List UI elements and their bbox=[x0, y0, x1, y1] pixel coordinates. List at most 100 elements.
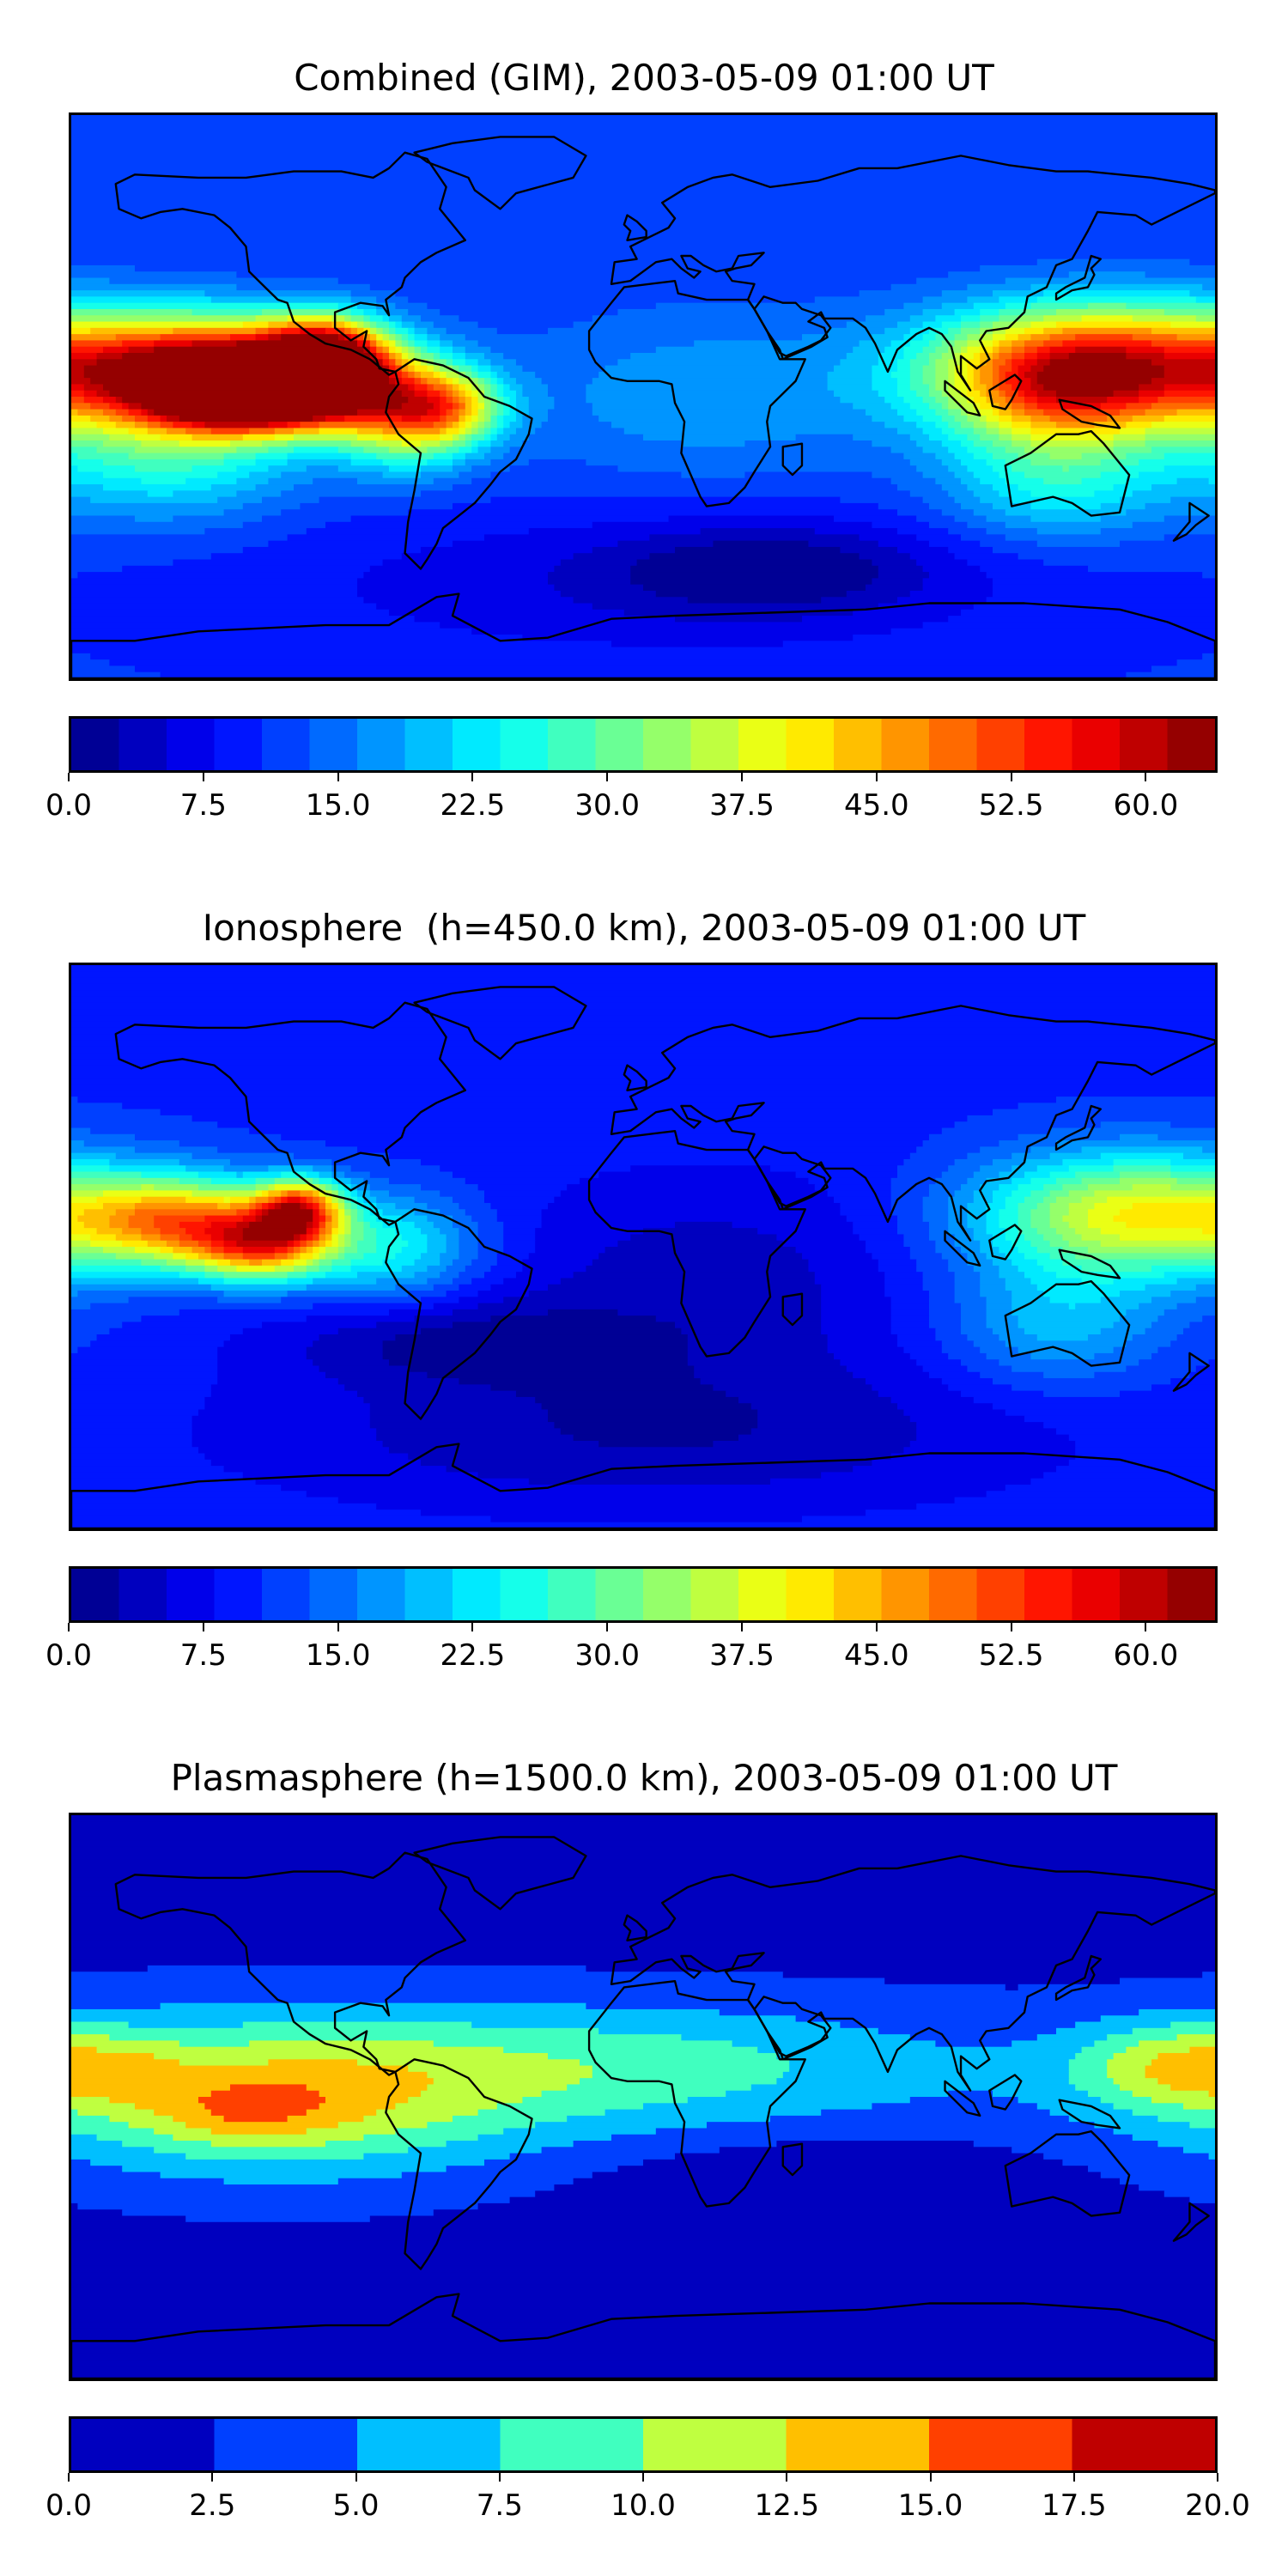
contour-cell bbox=[1062, 1247, 1089, 1254]
contour-cell bbox=[744, 471, 872, 479]
contour-cell bbox=[382, 1209, 416, 1217]
contour-cell bbox=[1139, 397, 1158, 404]
contour-cell bbox=[96, 352, 123, 360]
colorbar-ticks-plasmasphere: 0.0 2.5 5.0 7.5 10.0 12.5 15.0 17.5 20.0 bbox=[46, 2473, 1250, 2523]
contour-cell bbox=[465, 453, 485, 460]
contour-cell bbox=[71, 1510, 422, 1517]
contour-cell bbox=[1202, 283, 1215, 291]
contour-cell bbox=[337, 1184, 345, 1191]
colorbar-tick-mark bbox=[875, 773, 878, 781]
contour-cell bbox=[179, 1240, 199, 1248]
contour-cell bbox=[465, 409, 472, 416]
contour-cell bbox=[71, 1071, 1215, 1078]
contour-cell bbox=[268, 334, 282, 341]
contour-cell bbox=[611, 641, 784, 648]
contour-cell bbox=[446, 409, 453, 416]
contour-cell bbox=[503, 409, 511, 416]
contour-cell bbox=[268, 1190, 282, 1198]
contour-cell bbox=[1024, 371, 1038, 379]
contour-cell bbox=[878, 572, 930, 579]
contour-cell bbox=[726, 2090, 949, 2098]
contour-cell bbox=[1012, 465, 1063, 473]
contour-cell bbox=[573, 597, 689, 605]
colorbar-tick-label: 2.5 bbox=[189, 2488, 236, 2523]
contour-cell bbox=[896, 384, 911, 392]
contour-cell bbox=[1094, 1371, 1191, 1379]
contour-cell bbox=[71, 283, 238, 291]
contour-cell bbox=[1012, 1165, 1038, 1173]
contour-cell bbox=[71, 653, 91, 660]
contour-cell bbox=[859, 534, 917, 542]
contour-cell bbox=[890, 1327, 936, 1335]
contour-cell bbox=[496, 378, 504, 386]
contour-cell bbox=[350, 1240, 358, 1248]
contour-cell bbox=[77, 1097, 1057, 1103]
contour-cell bbox=[1005, 459, 1031, 466]
contour-cell bbox=[535, 1247, 606, 1254]
contour-cell bbox=[363, 1253, 396, 1261]
contour-cell bbox=[827, 1190, 892, 1198]
contour-cell bbox=[1189, 1371, 1215, 1379]
contour-cell bbox=[903, 302, 943, 310]
contour-cell bbox=[986, 1315, 1019, 1323]
contour-cell bbox=[357, 1272, 416, 1279]
contour-cell bbox=[961, 1327, 993, 1335]
contour-cell bbox=[922, 1365, 968, 1373]
contour-cell bbox=[255, 1190, 263, 1198]
contour-cell bbox=[420, 1327, 682, 1335]
colorbar-level-7.50 bbox=[500, 2419, 644, 2470]
contour-cell bbox=[446, 359, 453, 367]
colorbar-level-56.00 bbox=[1072, 1569, 1121, 1620]
contour-cell bbox=[294, 1259, 307, 1267]
contour-cell bbox=[929, 403, 943, 410]
contour-cell bbox=[255, 315, 289, 323]
contour-cell bbox=[954, 471, 975, 479]
contour-cell bbox=[890, 477, 936, 485]
contour-cell bbox=[154, 409, 358, 416]
contour-cell bbox=[916, 352, 930, 360]
contour-cell bbox=[1170, 1340, 1215, 1348]
contour-cell bbox=[535, 2190, 1165, 2198]
contour-cell bbox=[1132, 1202, 1215, 1210]
colorbar-level-34.67 bbox=[690, 1569, 739, 1620]
contour-cell bbox=[313, 1221, 320, 1229]
contour-cell bbox=[71, 1046, 1215, 1054]
contour-cell bbox=[503, 384, 511, 392]
contour-cell bbox=[738, 1396, 892, 1404]
contour-cell bbox=[440, 1190, 485, 1198]
contour-cell bbox=[821, 1297, 892, 1304]
contour-cell bbox=[592, 2065, 790, 2073]
contour-cell bbox=[71, 296, 212, 304]
contour-cell bbox=[814, 296, 924, 304]
contour-cell bbox=[71, 659, 110, 667]
contour-cell bbox=[814, 1184, 892, 1191]
contour-cell bbox=[834, 390, 879, 398]
contour-cell bbox=[1100, 471, 1139, 479]
contour-cell bbox=[420, 1158, 904, 1166]
contour-cell bbox=[496, 422, 504, 429]
contour-cell bbox=[1132, 315, 1197, 323]
contour-cell bbox=[1189, 2196, 1215, 2204]
contour-cell bbox=[909, 359, 930, 367]
contour-cell bbox=[71, 2134, 98, 2142]
contour-cell bbox=[973, 422, 987, 429]
contour-cell bbox=[954, 496, 981, 504]
contour-cell bbox=[77, 409, 104, 416]
contour-cell bbox=[103, 459, 225, 466]
contour-cell bbox=[357, 477, 434, 485]
contour-cell bbox=[71, 603, 377, 611]
contour-cell bbox=[484, 415, 491, 422]
contour-cell bbox=[1030, 1278, 1083, 1285]
contour-cell bbox=[160, 671, 1127, 678]
contour-cell bbox=[1157, 2052, 1215, 2060]
contour-cell bbox=[890, 1321, 930, 1329]
contour-cell bbox=[350, 327, 358, 335]
contour-cell bbox=[1024, 1272, 1057, 1279]
contour-cell bbox=[115, 1209, 136, 1217]
contour-cell bbox=[198, 1253, 212, 1261]
contour-cell bbox=[903, 415, 924, 422]
contour-cell bbox=[1030, 378, 1038, 386]
contour-cell bbox=[471, 371, 479, 379]
colorbar-tick-mark bbox=[741, 1623, 743, 1631]
contour-cell bbox=[236, 271, 949, 279]
